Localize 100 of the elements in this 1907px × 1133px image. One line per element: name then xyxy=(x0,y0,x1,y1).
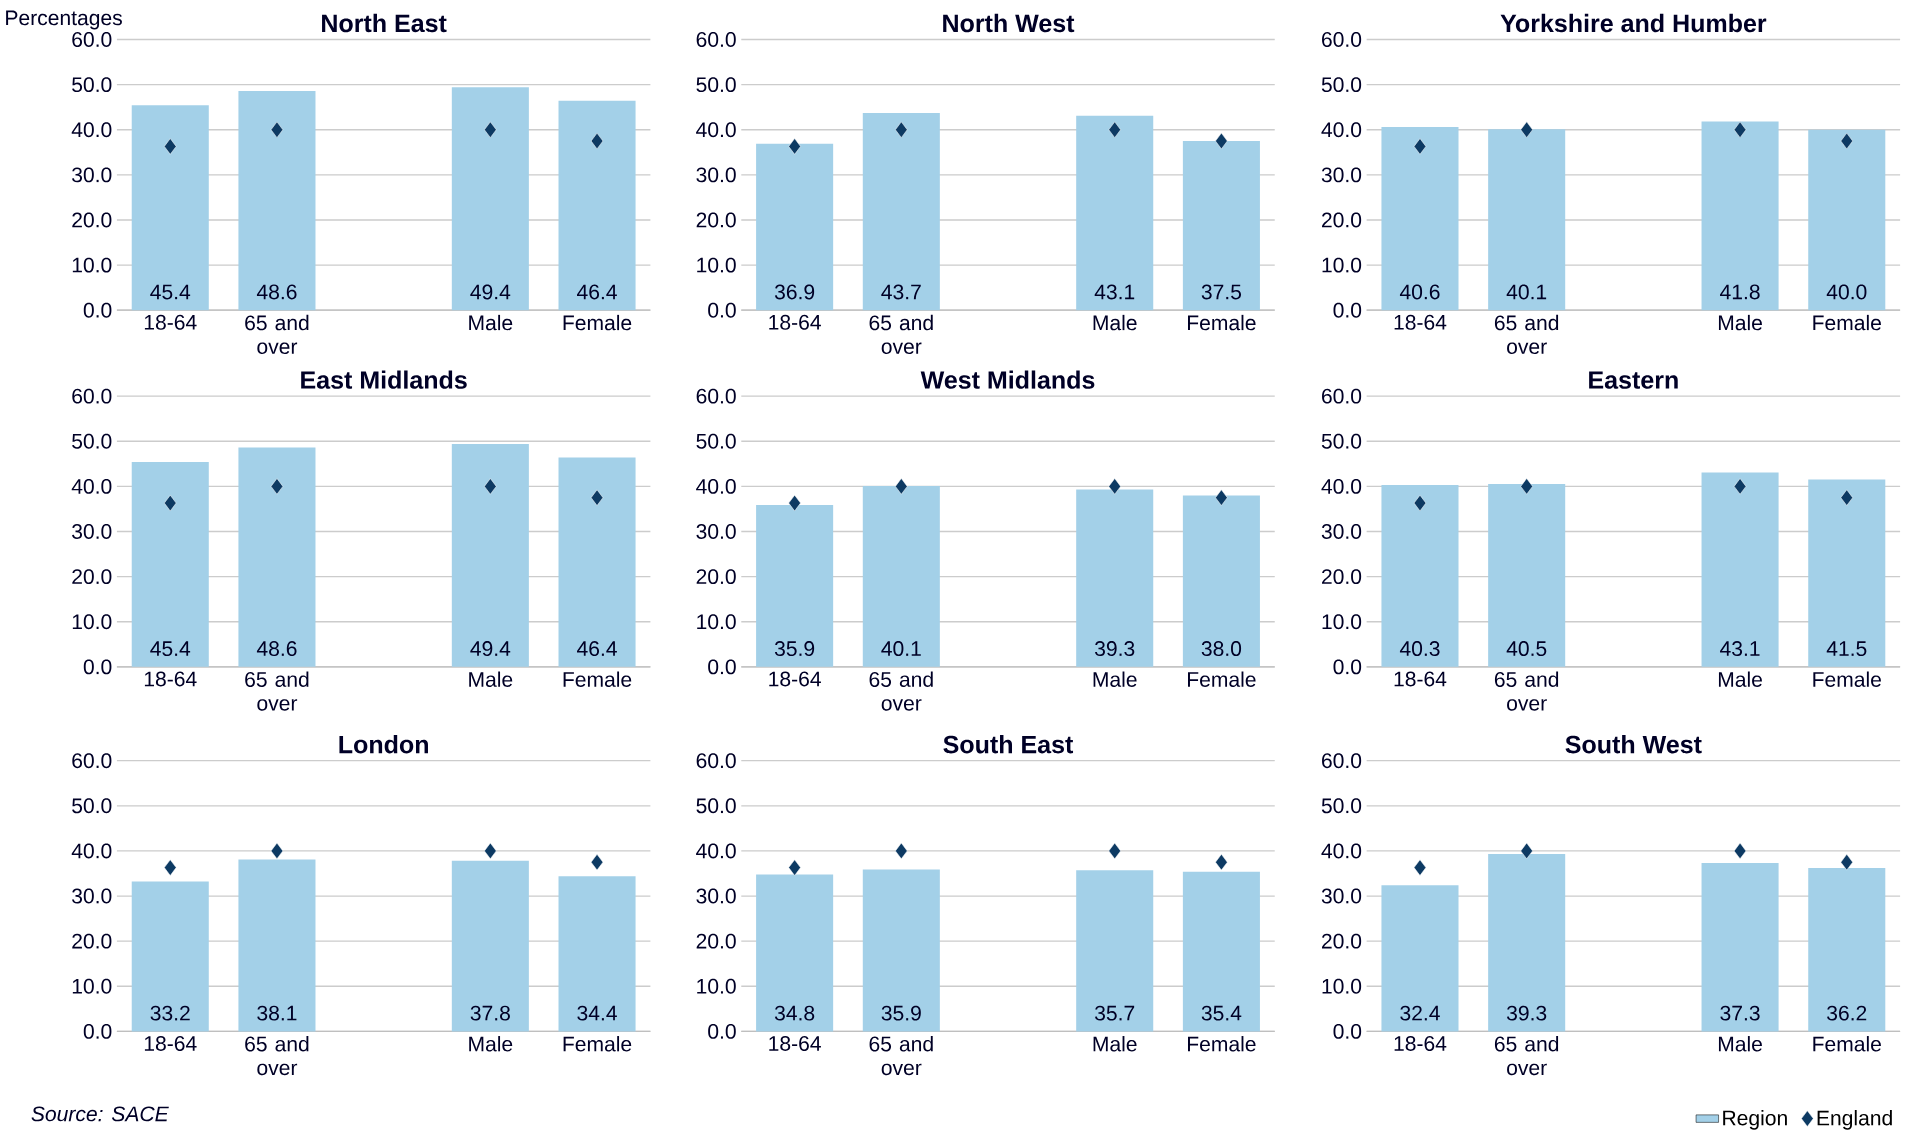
y-tick-label: 60.0 xyxy=(1322,753,1362,769)
y-tick-label: 30.0 xyxy=(696,167,736,183)
x-tick-label: 65 and over xyxy=(245,671,309,711)
y-tick-label: 50.0 xyxy=(1321,798,1362,814)
point xyxy=(164,495,177,512)
y-tick-label: 30.0 xyxy=(1321,888,1362,904)
point xyxy=(1413,859,1427,877)
bar xyxy=(1488,854,1566,1032)
y-tick-label: 0.0 xyxy=(708,1024,736,1040)
y-tick-label: 0.0 xyxy=(1333,659,1362,675)
x-tick-label: Female xyxy=(563,671,632,688)
y-tick-label: 20.0 xyxy=(72,933,112,949)
source-note: Source: SACE xyxy=(31,1106,169,1122)
y-tick-label: 40.0 xyxy=(1321,479,1362,495)
point xyxy=(270,478,284,495)
y-tick-label: 20.0 xyxy=(72,569,112,585)
data-label: 40.3 xyxy=(1399,641,1440,657)
y-tick-label: 0.0 xyxy=(1333,302,1362,318)
data-label: 45.4 xyxy=(150,284,191,300)
y-tick-label: 10.0 xyxy=(72,979,112,994)
data-label: 48.6 xyxy=(256,641,297,657)
y-tick-label: 10.0 xyxy=(72,257,112,273)
y-tick-label: 20.0 xyxy=(1322,569,1362,585)
bar xyxy=(451,444,529,668)
x-tick-label: Female xyxy=(563,315,632,331)
y-tick-label: 20.0 xyxy=(1322,933,1362,949)
y-tick-label: 10.0 xyxy=(697,979,736,994)
point xyxy=(788,495,801,512)
point xyxy=(895,842,908,860)
y-tick-label: 10.0 xyxy=(697,257,736,273)
data-label: 40.0 xyxy=(1826,284,1867,300)
y-tick-label: 60.0 xyxy=(72,753,112,769)
y-tick-label: 10.0 xyxy=(697,614,736,630)
data-label: 46.4 xyxy=(577,284,617,300)
point xyxy=(270,121,284,139)
y-tick-label: 40.0 xyxy=(696,122,736,138)
y-tick-label: 60.0 xyxy=(696,388,736,404)
chart-title: Eastern xyxy=(1589,371,1678,390)
point xyxy=(1520,121,1533,139)
x-tick-label: 18-64 xyxy=(1394,671,1447,687)
bar xyxy=(558,457,636,668)
x-tick-label: Male xyxy=(1093,671,1137,688)
x-tick-label: 65 and over xyxy=(869,315,933,355)
point xyxy=(1840,854,1853,871)
data-label: 33.2 xyxy=(150,1005,190,1021)
chart-title: North West xyxy=(943,14,1075,33)
bar xyxy=(1808,868,1886,1032)
bar xyxy=(131,881,209,1032)
data-label: 46.4 xyxy=(577,641,617,657)
point xyxy=(1215,133,1228,150)
bar xyxy=(238,91,316,311)
y-tick-label: 10.0 xyxy=(1322,257,1362,273)
y-tick-label: 40.0 xyxy=(1321,122,1362,138)
data-label: 34.4 xyxy=(577,1005,617,1021)
y-tick-label: 10.0 xyxy=(72,614,112,630)
y-tick-label: 60.0 xyxy=(72,388,112,404)
x-tick-label: 65 and over xyxy=(245,1036,309,1076)
data-label: 43.1 xyxy=(1094,284,1135,300)
x-tick-label: Male xyxy=(1093,1036,1137,1052)
data-label: 35.9 xyxy=(774,641,815,657)
bar xyxy=(131,105,209,311)
x-tick-label: Female xyxy=(1188,315,1256,331)
chart-title: London xyxy=(339,735,428,754)
y-tick-label: 30.0 xyxy=(72,167,112,183)
x-tick-label: Male xyxy=(469,315,513,331)
y-tick-label: 20.0 xyxy=(696,569,736,585)
y-tick-label: 20.0 xyxy=(696,212,736,228)
y-tick-label: 60.0 xyxy=(1322,388,1362,404)
point xyxy=(1733,121,1747,139)
x-tick-label: Male xyxy=(1093,315,1137,331)
data-label: 40.6 xyxy=(1399,284,1440,300)
bar xyxy=(558,101,636,311)
data-label: 49.4 xyxy=(470,641,511,657)
bar xyxy=(558,876,636,1032)
point xyxy=(788,859,801,877)
x-tick-label: 65 and over xyxy=(245,315,309,355)
point xyxy=(1840,133,1853,150)
x-tick-label: Male xyxy=(1718,315,1762,331)
bar xyxy=(862,486,940,668)
y-tick-label: 0.0 xyxy=(708,659,736,675)
x-tick-label: Female xyxy=(1813,671,1881,688)
bar xyxy=(1076,115,1154,311)
bar xyxy=(1182,141,1260,311)
data-label: 32.4 xyxy=(1400,1005,1440,1021)
x-tick-label: 65 and over xyxy=(1494,315,1559,355)
bar xyxy=(1701,863,1779,1032)
y-tick-label: 60.0 xyxy=(1322,32,1362,48)
data-label: 41.8 xyxy=(1720,284,1760,300)
point xyxy=(590,489,604,507)
x-tick-label: 18-64 xyxy=(769,671,821,687)
chart-title: North East xyxy=(322,14,447,33)
y-tick-label: 60.0 xyxy=(72,32,112,48)
bar xyxy=(238,859,316,1032)
data-label: 45.4 xyxy=(150,641,191,657)
chart-title: West Midlands xyxy=(920,370,1095,390)
legend-label: England xyxy=(1817,1110,1892,1130)
point xyxy=(1108,121,1121,139)
data-label: 40.1 xyxy=(881,641,921,657)
point xyxy=(1215,489,1228,507)
point xyxy=(590,854,604,871)
